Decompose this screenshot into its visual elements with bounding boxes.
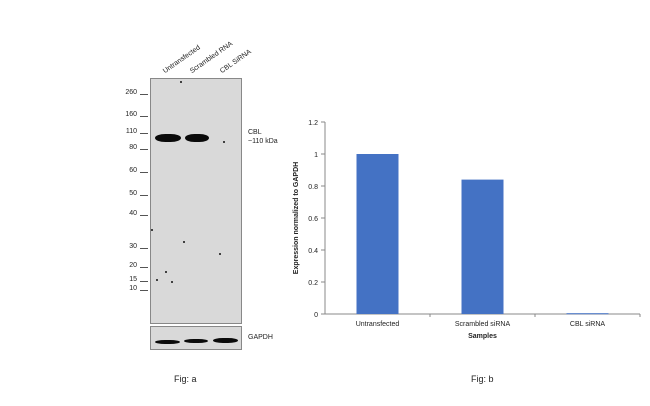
mw-tick (140, 215, 148, 216)
blot-speck (171, 281, 173, 283)
bar (461, 179, 504, 314)
gapdh-band-scrambled (184, 339, 208, 343)
blot-speck (219, 253, 221, 255)
y-tick-label: 0.2 (308, 280, 318, 287)
mw-tick (140, 172, 148, 173)
mw-marker: 30 (129, 243, 137, 250)
mw-marker: 160 (125, 111, 137, 118)
blot-speck (183, 241, 185, 243)
bar (356, 154, 399, 314)
x-axis-label: Samples (468, 333, 497, 340)
mw-marker: 15 (129, 276, 137, 283)
mw-tick (140, 248, 148, 249)
y-axis-label: Expression normalized to GAPDH (293, 162, 300, 274)
gapdh-band-cbl-sirna (213, 338, 238, 343)
mw-tick (140, 281, 148, 282)
mw-tick (140, 267, 148, 268)
blot-speck (223, 141, 225, 143)
mw-tick (140, 133, 148, 134)
mw-marker: 50 (129, 190, 137, 197)
mw-tick (140, 290, 148, 291)
mw-marker: 110 (125, 128, 137, 135)
blot-speck (180, 81, 182, 83)
blot-speck (165, 271, 167, 273)
mw-marker: 10 (129, 285, 137, 292)
gapdh-band-untransfected (155, 340, 180, 344)
bar (566, 313, 609, 315)
y-tick-label: 0 (314, 312, 318, 319)
mw-marker: 40 (129, 210, 137, 217)
cbl-band-scrambled (185, 134, 209, 142)
gapdh-label: GAPDH (248, 334, 273, 341)
gapdh-membrane (150, 326, 242, 350)
y-tick-label: 1.2 (308, 120, 318, 127)
mw-marker: 20 (129, 262, 137, 269)
blot-speck (151, 229, 153, 231)
figure-caption-b: Fig: b (471, 374, 494, 384)
figure-caption-a: Fig: a (174, 374, 197, 384)
y-tick-label: 0.6 (308, 216, 318, 223)
blot-membrane (150, 78, 242, 324)
blot-speck (156, 279, 158, 281)
cbl-label-size: ~110 kDa (248, 138, 278, 145)
cbl-band-untransfected (155, 134, 181, 142)
mw-tick (140, 195, 148, 196)
mw-tick (140, 149, 148, 150)
mw-marker: 80 (129, 144, 137, 151)
mw-tick (140, 116, 148, 117)
y-tick-label: 0.4 (308, 248, 318, 255)
mw-marker: 260 (125, 89, 137, 96)
cbl-band-label: CBL ~110 kDa (248, 128, 278, 146)
y-tick-label: 1 (314, 152, 318, 159)
cbl-label-name: CBL (248, 129, 262, 136)
mw-tick (140, 94, 148, 95)
y-tick-label: 0.8 (308, 184, 318, 191)
x-tick-label: Scrambled siRNA (455, 321, 511, 328)
x-tick-label: CBL siRNA (570, 321, 605, 328)
mw-marker: 60 (129, 167, 137, 174)
x-tick-label: Untransfected (356, 321, 400, 328)
